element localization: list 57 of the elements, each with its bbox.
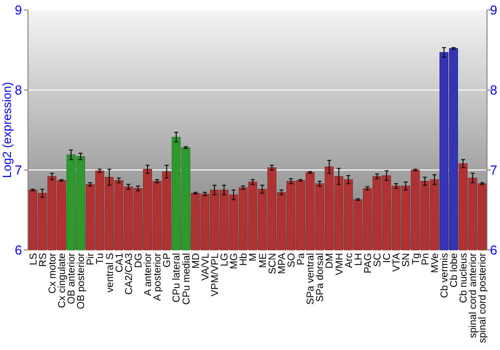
x-tick-label: LH [353,253,364,266]
x-tick-label: SPa ventral [306,253,317,305]
x-tick-label: MVe [430,252,441,274]
x-tick-label: SCN [267,253,278,274]
x-tick-label: VA/VL [200,252,212,281]
x-tick-label: IC [382,253,394,263]
x-tick-label: spinal cord posterior [478,252,489,344]
x-tick-label: GP [162,252,174,268]
x-tick-label: MG [229,252,240,270]
y-tick-label: 8 [14,82,22,98]
x-tick-label: DM [324,253,336,269]
x-tick-label: SN [401,253,412,267]
x-tick-label: A anterior [143,252,154,296]
x-tick-label: LG [220,252,231,266]
x-tick-label: VTA [392,252,403,272]
x-tick-label: CA2/CA3 [124,252,135,295]
x-tick-label: LS [28,252,40,266]
x-tick-label: PAG [362,252,374,274]
x-tick-label: Pn [420,253,432,266]
y-tick-label: 9 [14,2,22,18]
y2-tick-label: 7 [490,162,498,178]
x-tick-label: Arc [344,253,355,268]
x-tick-label: Tg [410,253,422,265]
x-tick-label: Tu [95,253,106,264]
y2-tick-label: 8 [490,82,498,98]
x-tick-label: A posterior [152,252,164,301]
x-tick-label: ME [258,252,269,268]
x-tick-label: OB anterior [66,252,78,304]
x-tick-label: Cx motor [47,252,58,294]
x-tick-label: Cb vermis [439,253,450,298]
x-tick-label: OB posterior [76,252,88,310]
x-tick-label: Cx cingulate [56,252,68,308]
x-tick-label: DG [133,252,144,268]
x-tick-label: Cb nucleus [458,253,470,304]
x-tick-label: CA1 [114,252,126,272]
x-tick-label: Pir [86,252,97,266]
x-tick-label: Pa [296,252,308,266]
x-tick-label: VMH [334,253,346,276]
y-tick-label: 7 [14,162,22,178]
x-tick-label: SC [372,253,384,267]
x-tick-label: SO [286,252,298,268]
x-tick-label: ventral S [104,252,116,292]
x-tick-label: M [248,253,260,262]
y-tick-label: 6 [14,242,22,258]
x-tick-label: SPa dorsal [315,253,326,302]
x-tick-label: spinal cord anterior [468,252,480,338]
x-tick-label: MPA [276,252,288,274]
y2-tick-label: 6 [490,242,498,258]
x-tick-label: RS [38,252,49,267]
y2-tick-label: 9 [490,2,498,18]
x-tick-label: VPM/VPL [210,252,221,296]
x-tick-label: CPu medial [181,253,192,305]
y-axis-title: Log2 (expression) [0,82,14,178]
x-tick-label: Cb lobe [449,252,460,288]
x-tick-label: Hb [238,252,250,266]
x-tick-label: MD [190,253,202,269]
x-tick-label: CPu lateral [172,253,183,302]
